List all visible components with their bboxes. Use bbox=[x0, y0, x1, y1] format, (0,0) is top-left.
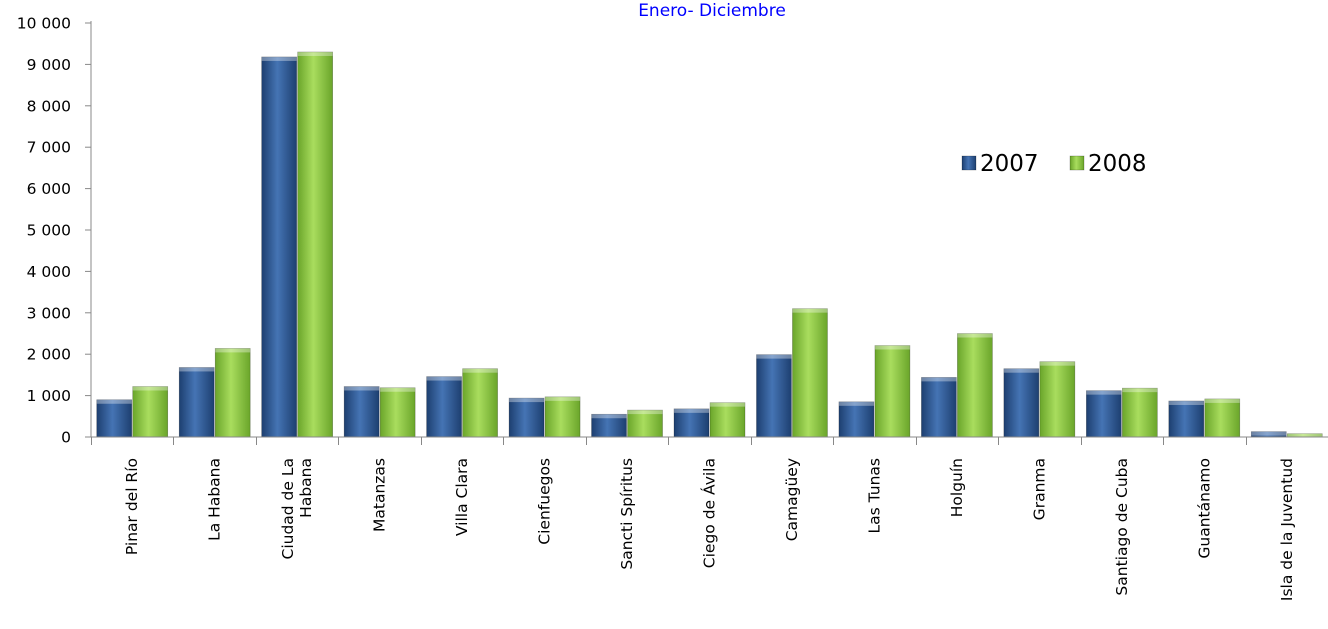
bar-2008 bbox=[1122, 387, 1158, 438]
bar-2008 bbox=[627, 409, 663, 438]
bar-2008 bbox=[957, 333, 993, 438]
bar-2007 bbox=[1168, 400, 1205, 438]
y-tick-label: 0 bbox=[61, 429, 71, 447]
legend: 2007 2008 bbox=[961, 151, 1147, 177]
bar-2007 bbox=[508, 397, 545, 438]
bar-2007 bbox=[921, 377, 957, 438]
y-tick-label: 6 000 bbox=[27, 180, 71, 198]
bar-2007 bbox=[261, 56, 297, 438]
bar-2008 bbox=[132, 386, 169, 438]
legend-swatch bbox=[1069, 155, 1085, 171]
y-tick-label: 1 000 bbox=[27, 387, 71, 405]
bar-2007 bbox=[756, 354, 792, 438]
x-category-label: Isla de la Juventud bbox=[1278, 458, 1296, 601]
bar-2008 bbox=[792, 308, 828, 438]
x-category-label: Ciego de Ávila bbox=[700, 458, 719, 568]
bar-2008 bbox=[1204, 398, 1241, 438]
bar-2008 bbox=[544, 396, 581, 438]
x-category-label: Camagüey bbox=[783, 458, 801, 541]
x-category-label: Guantánamo bbox=[1195, 458, 1213, 559]
y-axis: 0 1 000 2 000 3 000 4 000 5 000 6 000 7 000 8 00… bbox=[17, 15, 92, 447]
bar-2008 bbox=[1039, 361, 1076, 438]
legend-label: 2008 bbox=[1088, 151, 1147, 177]
bar-2007 bbox=[343, 386, 380, 438]
bar-2008 bbox=[462, 368, 498, 438]
x-category-label: Cienfuegos bbox=[536, 458, 554, 545]
bar-2007 bbox=[1086, 390, 1122, 438]
bar-2007 bbox=[426, 376, 462, 438]
bar-2007 bbox=[178, 367, 215, 438]
x-category-label: La Habana bbox=[206, 458, 224, 541]
x-category-label: Holguín bbox=[948, 458, 966, 517]
bar-2007 bbox=[96, 399, 133, 438]
x-category-label: Villa Clara bbox=[453, 458, 471, 536]
y-tick-label: 2 000 bbox=[27, 346, 71, 364]
bar-2007 bbox=[1250, 431, 1287, 438]
bar-2007 bbox=[673, 408, 710, 438]
y-tick-label: 10 000 bbox=[17, 15, 71, 33]
x-category-label: Ciudad de La bbox=[279, 458, 297, 560]
legend-item-2008: 2008 bbox=[1069, 151, 1147, 177]
bar-2008 bbox=[874, 345, 911, 438]
y-tick-label: 9 000 bbox=[27, 56, 71, 74]
y-tick-label: 4 000 bbox=[27, 263, 71, 281]
bar-2007 bbox=[591, 413, 627, 438]
bar-2008 bbox=[709, 402, 746, 438]
x-category-label: Pinar del Río bbox=[123, 458, 141, 555]
bar-2008 bbox=[379, 387, 416, 438]
x-category-label: Las Tunas bbox=[865, 458, 883, 533]
x-category-label: Sancti Spíritus bbox=[618, 458, 636, 570]
y-tick-label: 7 000 bbox=[27, 139, 71, 157]
bar-2008 bbox=[297, 51, 333, 438]
y-tick-label: 8 000 bbox=[27, 97, 71, 115]
y-tick-label: 5 000 bbox=[27, 222, 71, 240]
x-category-label: Matanzas bbox=[371, 458, 389, 532]
bars bbox=[96, 51, 1323, 438]
y-tick-label: 3 000 bbox=[27, 304, 71, 322]
bar-2008 bbox=[214, 348, 251, 438]
bar-2007 bbox=[1003, 368, 1040, 438]
x-category-label: Habana bbox=[297, 458, 315, 518]
x-axis: Pinar del Río La Habana Ciudad de La Habana… bbox=[91, 436, 1328, 601]
bar-2007 bbox=[838, 401, 875, 438]
x-category-label: Granma bbox=[1030, 458, 1048, 520]
legend-swatch bbox=[961, 155, 977, 171]
legend-label: 2007 bbox=[980, 151, 1039, 177]
x-category-label: Santiago de Cuba bbox=[1113, 458, 1131, 596]
chart-subtitle: Enero- Diciembre bbox=[638, 1, 786, 21]
legend-item-2007: 2007 bbox=[961, 151, 1039, 177]
